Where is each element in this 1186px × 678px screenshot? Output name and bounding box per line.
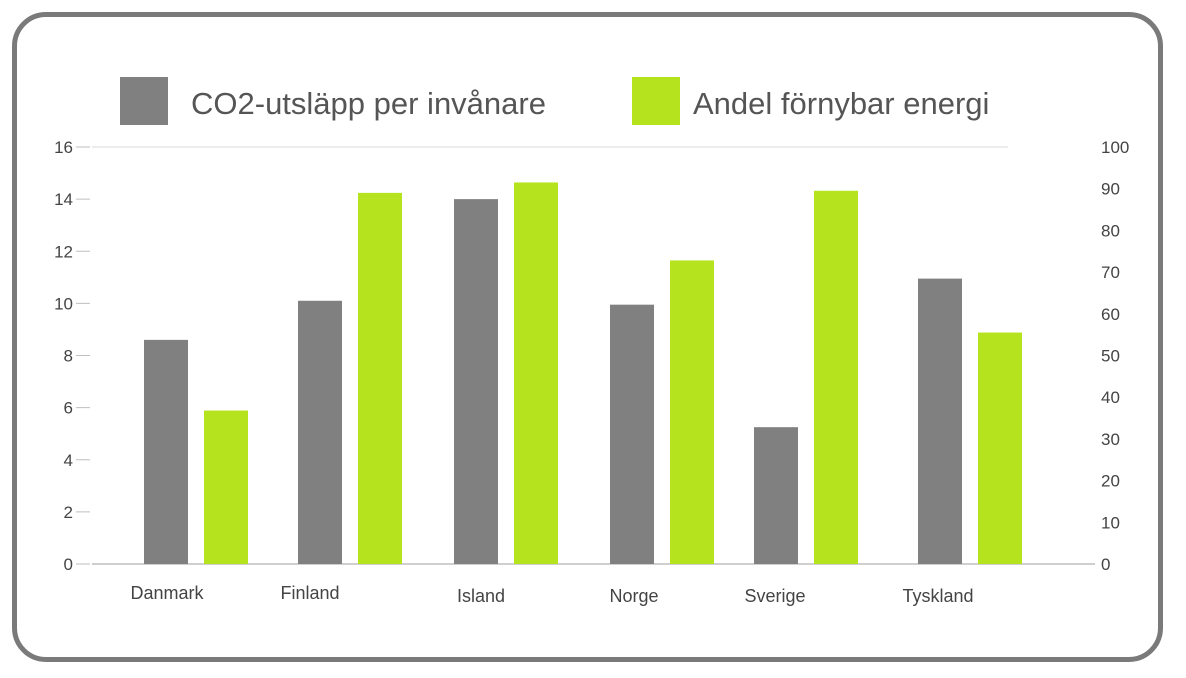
- left-tick-label: 2: [64, 503, 73, 522]
- bar-co2-finland: [298, 300, 342, 564]
- category-label: Sverige: [744, 586, 805, 606]
- bars: [144, 182, 1022, 564]
- left-tick-label: 10: [54, 294, 73, 313]
- right-axis-ticks: 0 10 20 30 40 50 60 70 80 90 100: [1101, 138, 1129, 574]
- right-tick-label: 30: [1101, 430, 1120, 449]
- right-tick-label: 90: [1101, 180, 1120, 199]
- category-label: Norge: [609, 586, 658, 606]
- right-tick-label: 50: [1101, 347, 1120, 366]
- category-label: Finland: [280, 583, 339, 603]
- bar-co2-island: [454, 199, 498, 564]
- right-tick-label: 60: [1101, 305, 1120, 324]
- left-tick-label: 0: [64, 555, 73, 574]
- bar-co2-tyskland: [918, 278, 962, 564]
- category-label: Danmark: [130, 583, 204, 603]
- category-label: Island: [457, 586, 505, 606]
- bar-co2-sverige: [754, 427, 798, 564]
- category-labels: Danmark Finland Island Norge Sverige Tyskland: [130, 583, 973, 606]
- chart-frame: [12, 12, 1163, 662]
- bar-co2-norge: [610, 304, 654, 564]
- right-tick-label: 10: [1101, 513, 1120, 532]
- left-tick-label: 6: [64, 399, 73, 418]
- left-axis-ticks: 0 2 4 6 8 10 12 14 16: [54, 138, 90, 574]
- right-tick-label: 20: [1101, 472, 1120, 491]
- category-label: Tyskland: [902, 586, 973, 606]
- bar-renewable-tyskland: [978, 332, 1022, 564]
- left-tick-label: 12: [54, 242, 73, 261]
- right-tick-label: 100: [1101, 138, 1129, 157]
- right-tick-label: 0: [1101, 555, 1110, 574]
- left-tick-label: 14: [54, 190, 73, 209]
- left-tick-label: 8: [64, 347, 73, 366]
- legend: CO2-utsläpp per invånare Andel förnybar …: [120, 77, 989, 125]
- bar-renewable-danmark: [204, 410, 248, 564]
- right-tick-label: 80: [1101, 221, 1120, 240]
- right-tick-label: 70: [1101, 263, 1120, 282]
- bar-renewable-norge: [670, 260, 714, 564]
- legend-label-co2: CO2-utsläpp per invånare: [191, 86, 546, 121]
- bar-renewable-island: [514, 182, 558, 564]
- legend-swatch-co2: [120, 77, 168, 125]
- bar-renewable-sverige: [814, 190, 858, 564]
- bar-renewable-finland: [358, 192, 402, 564]
- left-tick-label: 4: [64, 451, 73, 470]
- legend-swatch-renewable: [632, 77, 680, 125]
- legend-label-renewable: Andel förnybar energi: [693, 86, 989, 121]
- bar-co2-danmark: [144, 339, 188, 564]
- right-tick-label: 40: [1101, 388, 1120, 407]
- left-tick-label: 16: [54, 138, 73, 157]
